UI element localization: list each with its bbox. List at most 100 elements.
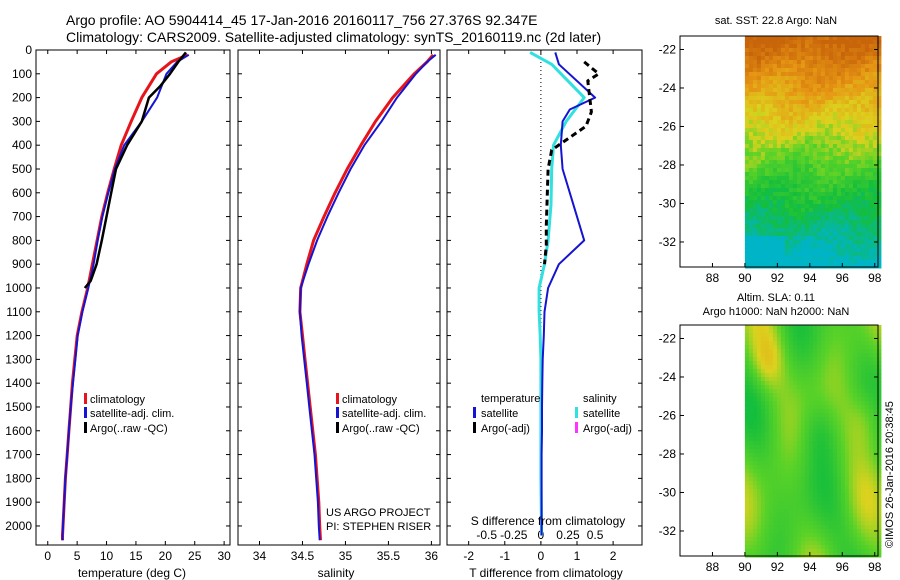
heat-cell	[792, 365, 798, 370]
heat-cell	[860, 517, 866, 522]
heat-cell	[812, 465, 818, 470]
heat-cell	[756, 228, 762, 233]
heat-cell	[848, 409, 854, 414]
heat-cell	[812, 112, 818, 117]
heat-cell	[856, 220, 862, 225]
heat-cell	[868, 325, 874, 330]
heat-cell	[820, 393, 826, 398]
heat-cell	[844, 168, 850, 173]
heat-cell	[824, 485, 830, 490]
heat-cell	[768, 136, 774, 141]
heat-cell	[776, 72, 782, 77]
heat-cell	[824, 152, 830, 157]
heat-cell	[804, 36, 810, 41]
heat-cell	[768, 192, 774, 197]
heat-cell	[800, 220, 806, 225]
heat-cell	[756, 260, 762, 265]
heat-cell	[824, 148, 830, 153]
heat-cell	[840, 497, 846, 502]
heat-cell	[748, 493, 754, 498]
heat-cell	[848, 469, 854, 474]
heat-cell	[792, 144, 798, 149]
heat-cell	[844, 401, 850, 406]
heat-cell	[808, 533, 814, 538]
heat-cell	[812, 68, 818, 73]
heat-cell	[768, 144, 774, 149]
heat-cell	[824, 393, 830, 398]
heat-cell	[748, 160, 754, 165]
heat-cell	[864, 48, 870, 53]
heat-cell	[760, 108, 766, 113]
heat-cell	[872, 184, 878, 189]
heat-cell	[760, 256, 766, 261]
heat-cell	[744, 337, 750, 342]
heat-cell	[864, 529, 870, 534]
x-tick-label: 35	[339, 549, 353, 563]
heat-cell	[768, 337, 774, 342]
heat-cell	[824, 264, 830, 269]
heat-cell	[768, 56, 774, 61]
heat-cell	[764, 525, 770, 530]
heat-cell	[780, 413, 786, 418]
heat-cell	[744, 361, 750, 366]
heat-cell	[780, 545, 786, 550]
heat-cell	[772, 60, 778, 65]
heat-cell	[744, 405, 750, 410]
heat-cell	[868, 509, 874, 514]
heat-cell	[856, 365, 862, 370]
heat-cell	[820, 144, 826, 149]
heat-cell	[796, 421, 802, 426]
heat-cell	[848, 473, 854, 478]
heat-cell	[868, 144, 874, 149]
heat-cell	[756, 389, 762, 394]
heat-cell	[812, 413, 818, 418]
heat-cell	[744, 84, 750, 89]
heat-cell	[868, 44, 874, 49]
heat-cell	[788, 529, 794, 534]
heat-cell	[800, 545, 806, 550]
heat-cell	[764, 44, 770, 49]
heat-cell	[744, 76, 750, 81]
heat-cell	[792, 228, 798, 233]
heat-cell	[804, 212, 810, 217]
heat-cell	[876, 353, 882, 358]
sst-map-title: sat. SST: 22.8 Argo: NaN	[715, 15, 837, 27]
heat-cell	[792, 509, 798, 514]
heat-cell	[784, 485, 790, 490]
heat-cell	[816, 473, 822, 478]
heat-cell	[840, 128, 846, 133]
heat-cell	[784, 361, 790, 366]
heat-cell	[848, 477, 854, 482]
heat-cell	[804, 353, 810, 358]
heat-cell	[848, 124, 854, 129]
heat-cell	[764, 212, 770, 217]
heat-cell	[836, 461, 842, 466]
heat-cell	[848, 381, 854, 386]
heat-cell	[788, 244, 794, 249]
heat-cell	[856, 244, 862, 249]
heat-cell	[868, 353, 874, 358]
heat-cell	[844, 40, 850, 45]
heat-cell	[820, 473, 826, 478]
heat-cell	[752, 152, 758, 157]
heat-cell	[792, 325, 798, 330]
heat-cell	[752, 377, 758, 382]
heat-cell	[756, 88, 762, 93]
heat-cell	[864, 260, 870, 265]
heat-cell	[872, 493, 878, 498]
heat-cell	[808, 361, 814, 366]
heat-cell	[768, 132, 774, 137]
heat-cell	[792, 441, 798, 446]
heat-cell	[800, 52, 806, 57]
heat-cell	[776, 140, 782, 145]
heat-cell	[852, 337, 858, 342]
heat-cell	[824, 533, 830, 538]
heat-cell	[772, 192, 778, 197]
heat-cell	[768, 505, 774, 510]
heat-cell	[804, 140, 810, 145]
heat-cell	[812, 509, 818, 514]
heat-cell	[832, 437, 838, 442]
heat-cell	[860, 216, 866, 221]
heat-cell	[872, 481, 878, 486]
heat-cell	[792, 260, 798, 265]
